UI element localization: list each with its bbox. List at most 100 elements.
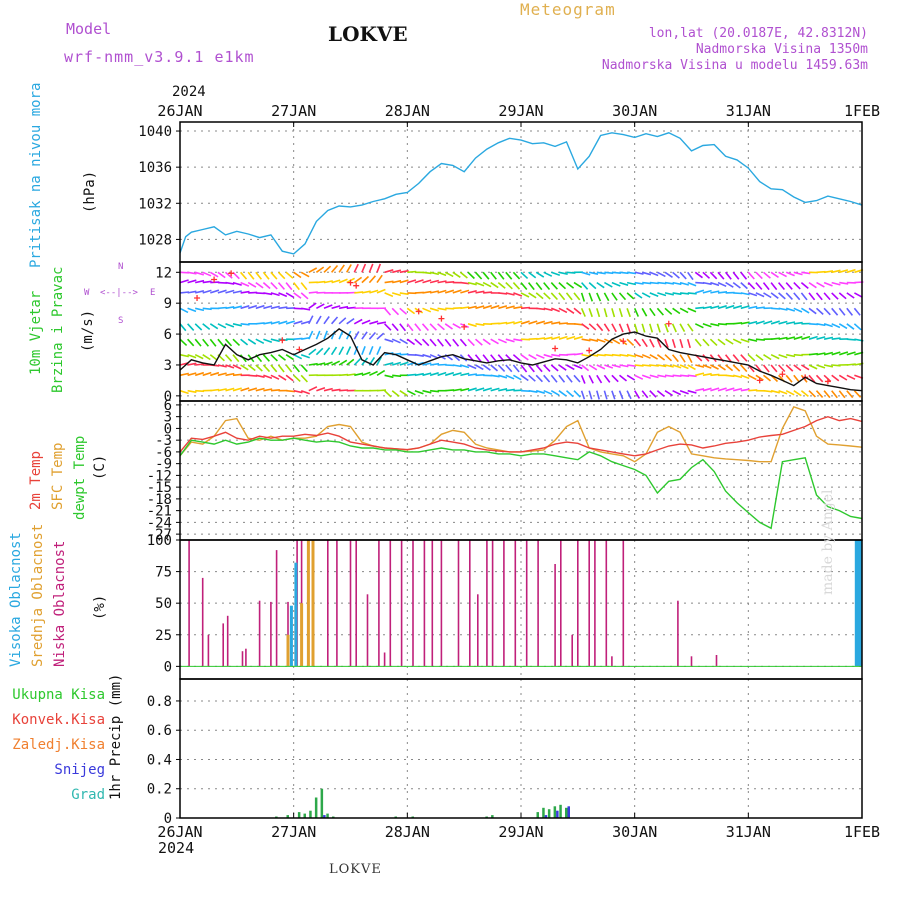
wind-arrow xyxy=(179,323,187,332)
x-tick-label-top: 30JAN xyxy=(612,102,657,120)
wind-arrow xyxy=(695,289,705,294)
wind-arrow xyxy=(543,271,553,277)
low-cloud-bar xyxy=(486,540,488,667)
gust-marker xyxy=(279,337,286,344)
x-tick-label-bottom: 28JAN xyxy=(385,823,430,841)
wind-title-2: Brzina i Pravac xyxy=(50,266,66,393)
wind-arrow xyxy=(618,308,623,318)
wind-arrow xyxy=(490,387,500,392)
gust-marker xyxy=(552,345,559,352)
wind-arrow xyxy=(800,307,810,314)
wind-arrow xyxy=(323,265,332,273)
wind-arrow xyxy=(762,271,771,279)
low-cloud-bar xyxy=(389,540,392,667)
wind-arrow xyxy=(285,271,294,279)
wind-arrow xyxy=(702,354,710,362)
wind-arrow xyxy=(686,354,693,363)
wind-arrow xyxy=(460,372,470,377)
wind-arrow xyxy=(649,338,655,348)
wind-arrow xyxy=(785,374,793,383)
wind-arrow xyxy=(755,320,765,325)
wind-arrow xyxy=(793,307,803,313)
wind-arrow xyxy=(853,323,862,331)
x-tick-label-bottom: 27JAN xyxy=(271,823,316,841)
wind-arrow xyxy=(611,390,616,400)
wind-arrow xyxy=(694,338,702,347)
wind-arrow xyxy=(748,338,758,342)
wind-arrow xyxy=(535,320,546,325)
model-elevation-label: Nadmorska Visina u modelu 1459.63m xyxy=(601,58,868,73)
wind-arrow xyxy=(353,345,359,356)
wind-arrow xyxy=(300,271,310,278)
wind-arrow xyxy=(474,338,483,346)
wind-arrow xyxy=(278,292,288,298)
wind-arrow xyxy=(224,354,233,362)
wind-arrow xyxy=(581,271,591,276)
wind-arrow xyxy=(588,292,594,302)
wind-arrow xyxy=(588,323,597,331)
high-cloud-bar xyxy=(289,605,293,667)
wind-arrow xyxy=(641,374,651,380)
frame-layer xyxy=(179,121,863,819)
model-name: wrf-nmm_v3.9.1 e1km xyxy=(64,48,255,66)
wind-arrow xyxy=(626,374,636,381)
wind-arrow xyxy=(740,271,748,280)
wind-arrow xyxy=(808,374,816,383)
wind-arrow xyxy=(202,338,210,347)
wind-arrow xyxy=(733,387,743,392)
precip-legend-convective: Konvek.Kisa xyxy=(12,712,105,728)
wind-arrow xyxy=(823,270,834,274)
wind-arrow xyxy=(664,374,675,378)
precip-legend-snow: Snijeg xyxy=(54,762,105,778)
elevation-label: Nadmorska Visina 1350m xyxy=(695,42,868,57)
wind-arrow xyxy=(725,281,734,288)
wind-arrow xyxy=(565,390,574,398)
wind-arrow xyxy=(452,338,460,347)
wind-arrow xyxy=(535,282,543,291)
wind-arrow xyxy=(785,271,795,277)
wind-arrow xyxy=(573,390,581,398)
total-precip-bar xyxy=(542,807,545,818)
x-tick-label-top: 1FEB xyxy=(844,102,880,120)
x-tick-label-bottom: 1FEB xyxy=(844,823,880,841)
wind-arrow xyxy=(558,390,567,397)
wind-arrow xyxy=(210,371,220,377)
wind-arrow xyxy=(589,271,599,275)
wind-arrow xyxy=(293,282,300,291)
wind-arrow xyxy=(823,336,834,340)
wind-arrow xyxy=(361,346,366,355)
wind-arrow xyxy=(225,364,235,369)
wind-arrow xyxy=(664,364,674,368)
wind-arrow xyxy=(240,338,249,346)
wind-arrow xyxy=(808,335,818,340)
wind-arrow xyxy=(202,289,212,294)
wind-arrow xyxy=(195,279,205,284)
wind-arrow xyxy=(664,292,674,296)
wind-arrow xyxy=(642,281,652,285)
wind-arrow xyxy=(232,305,242,310)
wind-arrow xyxy=(217,271,226,279)
gust-marker xyxy=(353,282,360,289)
wind-arrow xyxy=(566,281,575,289)
mid-cloud-bar xyxy=(300,603,304,667)
wind-arrow xyxy=(793,364,802,372)
wind-arrow xyxy=(808,292,816,301)
wind-arrow xyxy=(717,291,728,294)
wind-arrow xyxy=(452,388,462,392)
total-precip-bar xyxy=(297,812,301,818)
wind-arrow xyxy=(429,338,437,347)
wind-arrow xyxy=(823,323,833,328)
wind-arrow xyxy=(657,271,666,278)
wind-arrow xyxy=(748,389,758,392)
wind-arrow xyxy=(747,271,755,280)
y-tick-label: 1032 xyxy=(138,196,172,212)
wind-arrow xyxy=(467,290,477,294)
wind-arrow xyxy=(580,375,586,384)
wind-arrow xyxy=(399,390,408,397)
wind-arrow xyxy=(497,281,506,289)
wind-arrow xyxy=(710,305,720,310)
temp-title-2m: 2m Temp xyxy=(28,450,44,510)
wind-arrow xyxy=(376,274,383,284)
wind-arrow xyxy=(725,387,735,392)
wind-arrow xyxy=(444,371,455,377)
